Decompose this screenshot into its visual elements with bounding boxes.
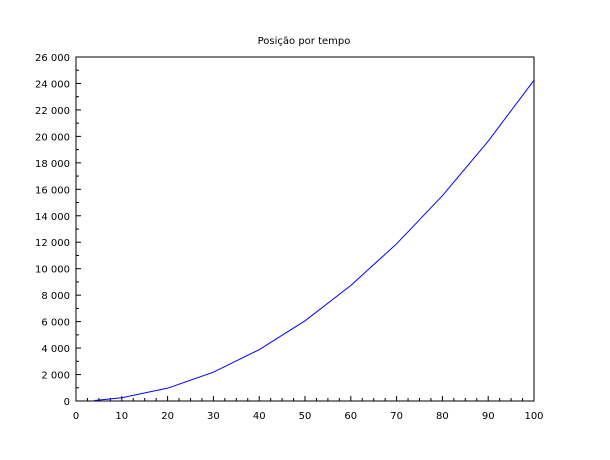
y-tick-label: 16 000 — [35, 185, 70, 196]
y-tick-label: 14 000 — [35, 212, 70, 223]
x-tick-label: 10 — [115, 411, 128, 422]
x-tick-label: 20 — [161, 411, 174, 422]
x-tick-label: 80 — [436, 411, 449, 422]
y-tick-label: 2 000 — [41, 371, 70, 382]
y-tick-label: 20 000 — [35, 132, 70, 143]
x-tick-label: 40 — [253, 411, 266, 422]
x-tick-label: 60 — [344, 411, 357, 422]
y-tick-label: 6 000 — [41, 318, 70, 329]
y-tick-label: 4 000 — [41, 344, 70, 355]
y-tick-label: 10 000 — [35, 265, 70, 276]
y-tick-label: 12 000 — [35, 238, 70, 249]
y-tick-label: 22 000 — [35, 106, 70, 117]
x-tick-label: 50 — [299, 411, 312, 422]
y-axis: 0 2 000 4 000 6 000 8 000 10 000 12 000 14 000 1… — [35, 53, 81, 408]
x-tick-label: 70 — [390, 411, 403, 422]
x-tick-label: 100 — [524, 411, 543, 422]
x-tick-label: 90 — [482, 411, 495, 422]
series-layer — [94, 79, 535, 401]
x-tick-label: 30 — [207, 411, 220, 422]
y-tick-label: 8 000 — [41, 291, 70, 302]
y-tick-label: 0 — [64, 397, 70, 408]
x-tick-label: 0 — [73, 411, 79, 422]
plot-area — [75, 56, 535, 402]
x-axis: 0 10 20 30 40 50 60 70 80 90 100 — [73, 396, 544, 422]
chart-title: Posição por tempo — [258, 36, 351, 47]
y-tick-label: 26 000 — [35, 53, 70, 64]
y-tick-label: 18 000 — [35, 159, 70, 170]
series-line-0 — [94, 79, 535, 401]
y-tick-label: 24 000 — [35, 79, 70, 90]
